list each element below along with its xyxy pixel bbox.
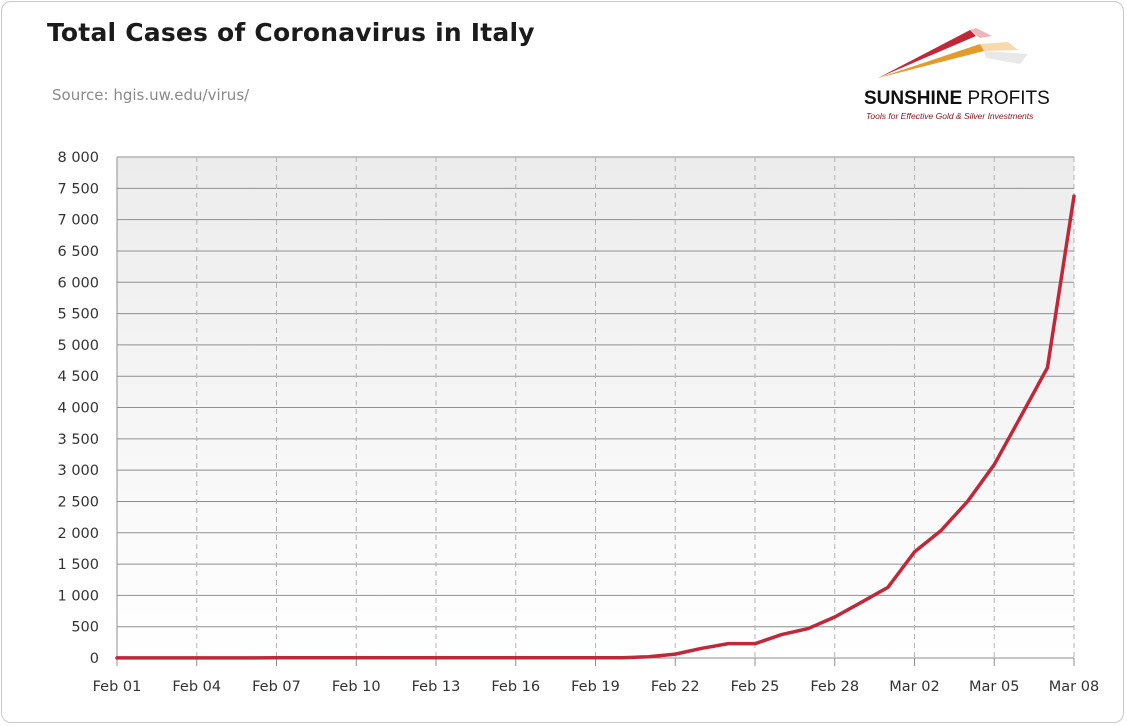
data-point [966,500,969,503]
y-tick-label: 0 [90,651,99,667]
y-tick-label: 8 000 [57,150,99,166]
y-axis-tick-labels: 0 500 1 000 1 500 2 000 2 500 3 000 3 500 4 000 4… [57,150,99,667]
x-tick-label: Feb 19 [571,679,620,695]
logo-brand-bold: SUNSHINE [864,88,963,109]
data-point [355,656,358,660]
data-point [1072,194,1076,198]
data-point [647,655,650,658]
data-point [993,463,996,466]
x-tick-label: Feb 13 [412,679,461,695]
logo-wordmark: SUNSHINE PROFITS [864,88,1050,110]
x-tick-label: Mar 08 [1049,679,1099,695]
data-point [115,656,119,660]
data-point [886,586,890,589]
y-tick-label: 4 000 [57,401,99,417]
x-tick-label: Feb 07 [252,679,301,695]
x-tick-label: Feb 28 [810,679,859,695]
data-point [487,656,491,660]
logo-rays-icon [878,28,1028,78]
data-point [434,656,438,660]
y-tick-label: 2 500 [57,494,99,510]
data-point [1019,415,1023,418]
data-point [222,656,225,660]
data-point [142,656,145,660]
y-tick-label: 1 000 [57,588,99,604]
x-tick-label: Mar 02 [889,679,939,695]
y-tick-label: 3 000 [57,463,99,479]
logo-brand-light: PROFITS [962,88,1050,109]
x-tick-label: Feb 25 [731,679,780,695]
y-tick-label: 7 000 [57,213,99,229]
y-tick-label: 500 [71,620,99,636]
y-tick-label: 7 500 [57,181,99,197]
chart-title: Total Cases of Coronavirus in Italy [47,18,535,47]
data-point [248,656,252,660]
data-point [860,601,863,604]
series-points [115,194,1076,660]
sunshine-profits-logo: SUNSHINE PROFITS Tools for Effective Gol… [858,24,1098,134]
data-point [674,652,677,656]
x-tick-label: Feb 04 [172,679,221,695]
data-point [806,627,810,630]
data-point [594,656,597,660]
y-tick-label: 3 500 [57,432,99,448]
y-tick-label: 6 500 [57,244,99,260]
vertical-gridlines [196,157,1075,658]
data-point [833,615,836,619]
data-point [301,656,305,660]
source-note: Source: hgis.uw.edu/virus/ [52,86,250,104]
data-point [727,642,730,645]
data-point [408,656,411,660]
data-point [1046,366,1049,369]
data-point [620,656,624,660]
logo-tagline: Tools for Effective Gold & Silver Invest… [866,111,1034,121]
data-point [514,656,517,660]
y-tick-label: 6 000 [57,275,99,291]
data-point [328,656,331,660]
data-point [913,550,916,554]
x-tick-label: Feb 10 [332,679,381,695]
data-point [275,656,278,660]
data-point [753,642,757,645]
data-point [700,647,704,650]
data-point [780,633,783,636]
data-point [195,656,198,660]
x-tick-label: Mar 05 [969,679,1019,695]
y-tick-label: 2 000 [57,526,99,542]
x-tick-label: Feb 22 [651,679,700,695]
y-tick-label: 1 500 [57,557,99,573]
data-point [168,656,172,660]
data-point [567,656,571,660]
data-point [939,529,943,532]
y-tick-label: 5 000 [57,338,99,354]
data-point [461,656,464,660]
x-axis-tick-labels: Feb 01 Feb 04 Feb 07 Feb 10 Feb 13 Feb 16 Feb … [93,679,1100,695]
x-tick-label: Feb 16 [491,679,540,695]
y-tick-label: 4 500 [57,369,99,385]
data-point [541,656,544,660]
x-tick-label: Feb 01 [93,679,142,695]
y-tick-label: 5 500 [57,307,99,323]
data-point [381,656,385,660]
